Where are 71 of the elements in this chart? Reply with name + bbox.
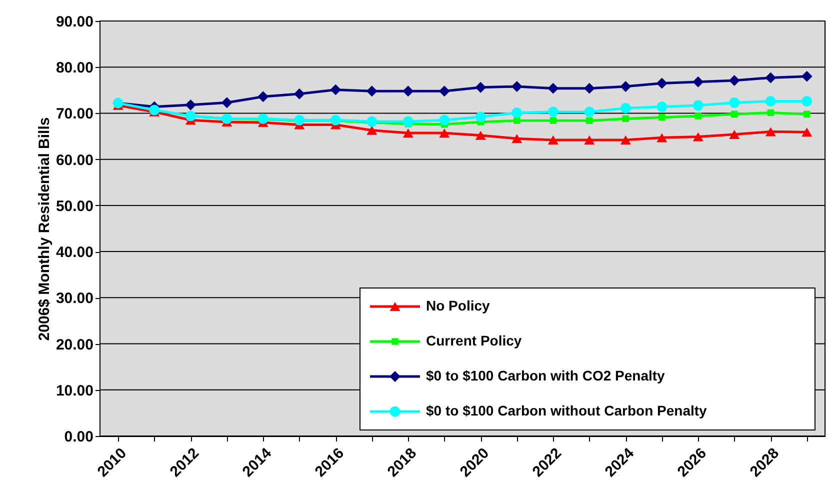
- legend-label: Current Policy: [426, 332, 522, 348]
- point: [731, 110, 738, 118]
- y-tick-label: 50.00: [56, 198, 94, 215]
- point: [584, 82, 595, 94]
- point: [765, 96, 776, 106]
- point: [514, 117, 520, 124]
- point: [439, 114, 450, 126]
- point: [221, 97, 232, 108]
- point: [802, 96, 812, 106]
- y-tick-label: 30.00: [56, 290, 94, 308]
- point: [475, 112, 486, 122]
- legend-label: $0 to $100 Carbon without Carbon Penalty: [426, 402, 708, 418]
- y-tick-label: 0.00: [64, 428, 94, 446]
- point: [622, 115, 629, 122]
- y-tick-label: 40.00: [56, 244, 94, 262]
- point: [366, 116, 378, 127]
- point: [656, 102, 668, 112]
- point: [439, 128, 450, 138]
- point: [330, 114, 341, 126]
- point: [366, 126, 378, 135]
- point: [475, 130, 486, 140]
- point: [802, 128, 812, 137]
- point: [550, 117, 556, 124]
- point: [294, 88, 305, 100]
- point: [294, 114, 305, 126]
- point: [548, 82, 559, 94]
- point: [512, 134, 522, 144]
- point: [729, 97, 740, 108]
- point: [658, 114, 666, 121]
- point: [765, 72, 776, 84]
- point: [586, 117, 593, 124]
- point: [475, 82, 486, 93]
- point: [584, 135, 595, 145]
- y-axis-title: 2006$ Monthly Residential Bills: [36, 117, 53, 341]
- point: [402, 86, 414, 97]
- legend-label: No Policy: [426, 298, 490, 314]
- y-tick-label: 70.00: [56, 106, 94, 123]
- point: [366, 86, 378, 97]
- point: [729, 130, 740, 139]
- point: [548, 106, 558, 118]
- point: [438, 86, 450, 97]
- point: [402, 128, 414, 138]
- point: [512, 108, 522, 118]
- point: [584, 106, 595, 118]
- point: [767, 109, 774, 116]
- y-tick-label: 10.00: [56, 382, 94, 400]
- point: [402, 116, 414, 127]
- point: [656, 78, 668, 89]
- legend-label: $0 to $100 Carbon with CO2 Penalty: [426, 368, 666, 384]
- point: [728, 75, 740, 86]
- point: [330, 84, 342, 96]
- y-tick-label: 20.00: [56, 336, 94, 354]
- y-tick-label: 80.00: [56, 60, 94, 77]
- point: [258, 91, 269, 102]
- point: [620, 102, 631, 114]
- point: [620, 81, 632, 92]
- point: [804, 110, 810, 118]
- point: [692, 100, 704, 111]
- point: [620, 135, 631, 145]
- point: [511, 81, 522, 92]
- point: [185, 99, 196, 110]
- point: [692, 132, 704, 142]
- point: [694, 112, 702, 120]
- point: [692, 76, 704, 88]
- point: [765, 127, 776, 136]
- y-tick-label: 90.00: [56, 14, 94, 30]
- y-tick-label: 60.00: [56, 152, 94, 169]
- point: [656, 133, 668, 142]
- point: [149, 104, 160, 116]
- point: [801, 70, 812, 82]
- point: [548, 135, 558, 145]
